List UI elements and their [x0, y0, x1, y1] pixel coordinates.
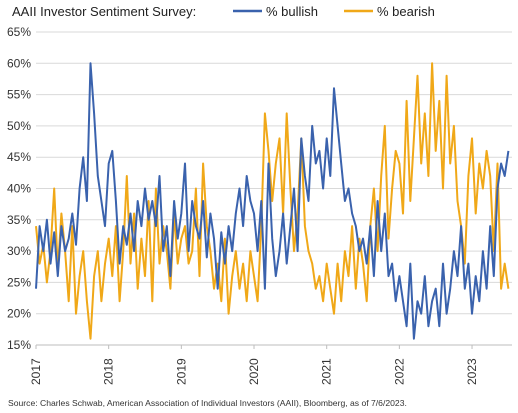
chart-title: AAII Investor Sentiment Survey: [12, 4, 196, 19]
chart-svg: 65%60%55%50%45%40%35%30%25%20%15% 2017 20… [7, 4, 512, 385]
y-tick-label: 35% [7, 213, 31, 227]
y-tick-label: 65% [7, 25, 31, 39]
y-tick-label: 30% [7, 244, 31, 258]
legend-bearish-label: % bearish [377, 4, 435, 19]
x-tick-label: 2022 [392, 358, 406, 385]
series-layer [35, 62, 510, 340]
y-tick-label: 20% [7, 307, 31, 321]
y-tick-label: 50% [7, 119, 31, 133]
y-tick-label: 55% [7, 88, 31, 102]
x-tick-label: 2019 [174, 358, 188, 385]
y-tick-label: 15% [7, 338, 31, 352]
y-tick-label: 45% [7, 150, 31, 164]
legend-bullish-label: % bullish [266, 4, 318, 19]
x-tick-label: 2021 [320, 358, 334, 385]
x-axis-ticks: 2017 2018 2019 2020 2021 2022 2023 [29, 344, 512, 385]
y-axis-ticks: 65% 60% 55% 50% 45% 40% 35% 30% 25% 20% 15% [7, 25, 31, 352]
y-tick-label: 40% [7, 182, 31, 196]
series-line-bullish [35, 62, 510, 340]
source-note: Source: Charles Schwab, American Associa… [8, 398, 407, 408]
x-tick-label: 2020 [247, 358, 261, 385]
x-tick-label: 2018 [102, 358, 116, 385]
x-tick-label: 2017 [29, 358, 43, 385]
series-line-bearish [35, 62, 510, 340]
y-tick-label: 60% [7, 56, 31, 70]
legend: AAII Investor Sentiment Survey: % bullis… [12, 4, 435, 19]
y-tick-label: 25% [7, 275, 31, 289]
x-tick-label: 2023 [465, 358, 479, 385]
